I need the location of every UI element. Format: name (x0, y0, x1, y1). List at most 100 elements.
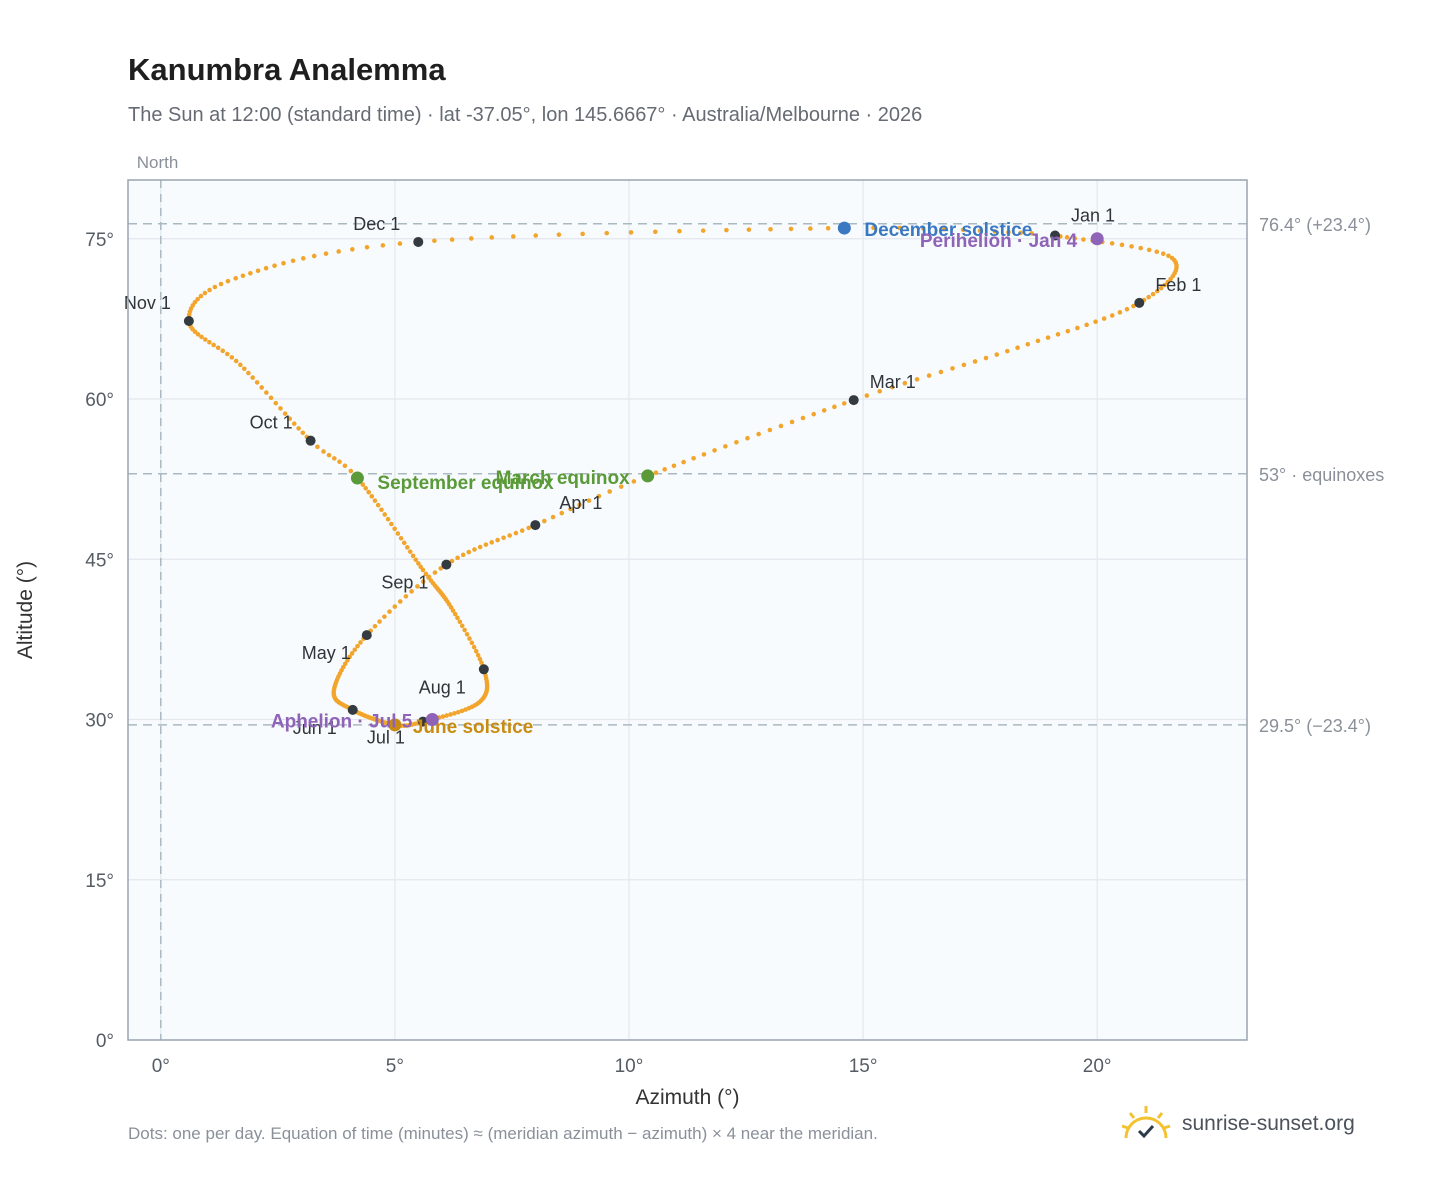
month-marker-jan-1 (1050, 230, 1061, 241)
daily-dot (871, 225, 876, 231)
event-marker-june-solstice (388, 718, 402, 732)
brand[interactable]: sunrise-sunset.org (1120, 1102, 1355, 1146)
daily-dot (471, 644, 477, 650)
daily-dot (238, 362, 243, 368)
daily-dot (387, 609, 392, 614)
daily-dot (1160, 251, 1166, 257)
event-marker-march-equinox (641, 469, 655, 483)
daily-dot (723, 444, 728, 449)
daily-dot (291, 421, 297, 426)
y-axis-label: Altitude (°) (14, 561, 37, 659)
daily-dot (195, 296, 200, 302)
month-marker-feb-1 (1134, 297, 1145, 308)
reference-label: 29.5° (−23.4°) (1259, 716, 1371, 736)
month-label-aug-1: Aug 1 (419, 677, 466, 697)
daily-dot (452, 611, 458, 617)
daily-dot (311, 253, 317, 259)
daily-dot (513, 530, 519, 536)
event-label-perihelion-jan-4: Perihelion · Jan 4 (920, 231, 1078, 252)
daily-dot (397, 599, 403, 604)
daily-dot (401, 540, 407, 546)
daily-dot (366, 489, 372, 495)
x-axis-label: Azimuth (°) (635, 1086, 739, 1109)
sun-check-icon (1121, 1106, 1171, 1139)
daily-dot (455, 555, 460, 561)
daily-dot (475, 652, 481, 658)
daily-dot (1165, 279, 1171, 285)
daily-dot (778, 423, 784, 429)
daily-dot (272, 263, 277, 269)
daily-dot (455, 615, 460, 621)
daily-dot (278, 406, 283, 411)
daily-dot (1035, 338, 1041, 344)
daily-dot (246, 370, 251, 376)
daily-dot (1158, 285, 1164, 291)
daily-dot (413, 557, 419, 563)
daily-dot (420, 579, 426, 584)
daily-dot (195, 332, 201, 337)
daily-dot (467, 636, 472, 641)
daily-dot (315, 444, 320, 450)
daily-dot (734, 440, 739, 445)
daily-dot (337, 459, 342, 465)
daily-dot (347, 654, 352, 660)
daily-dot (380, 243, 386, 248)
daily-dot (1015, 345, 1020, 351)
daily-dot (477, 544, 483, 550)
daily-dot (220, 348, 226, 354)
month-marker-aug-1 (478, 664, 489, 675)
y-tick-label: 0° (96, 1031, 114, 1052)
daily-dot (542, 518, 547, 524)
daily-dot (385, 516, 391, 522)
daily-dot (501, 535, 506, 541)
daily-dot (1081, 237, 1086, 242)
daily-dot (212, 284, 218, 290)
month-marker-jun-1 (347, 704, 358, 715)
daily-dot (808, 226, 813, 231)
daily-dot (938, 369, 944, 375)
daily-dot (207, 339, 212, 345)
daily-dot (403, 594, 409, 599)
daily-dot (457, 619, 463, 625)
daily-dot (215, 345, 221, 351)
daily-dot (415, 584, 420, 589)
month-marker-jul-1 (417, 716, 428, 727)
daily-dot (1004, 348, 1010, 354)
y-tick-label: 15° (85, 871, 114, 892)
daily-dot (701, 452, 707, 457)
daily-dot (364, 244, 370, 250)
daily-dot (681, 459, 686, 465)
daily-dot (372, 623, 378, 629)
daily-dot (577, 502, 582, 508)
daily-dot (477, 656, 483, 662)
daily-dot (263, 265, 269, 271)
daily-dot (877, 388, 883, 394)
daily-dot (423, 571, 429, 577)
daily-dot (342, 661, 348, 667)
daily-dot (977, 228, 983, 233)
daily-dot (248, 270, 253, 276)
daily-dot (1006, 229, 1011, 235)
daily-dot (379, 507, 384, 513)
daily-dot (1124, 306, 1130, 312)
daily-dot (510, 234, 516, 239)
month-label-sep-1: Sep 1 (381, 573, 428, 593)
daily-dot (202, 337, 208, 342)
daily-dot (395, 531, 401, 536)
daily-dot (768, 226, 773, 232)
daily-dot (825, 226, 831, 231)
daily-dot (240, 273, 246, 279)
daily-dot (1146, 294, 1151, 300)
daily-dot (756, 431, 761, 437)
daily-dot (920, 226, 926, 231)
daily-dot (767, 427, 773, 433)
event-label-december-solstice: December solstice (864, 220, 1032, 241)
daily-dot (1045, 335, 1051, 340)
daily-dot (404, 545, 410, 550)
daily-dot (495, 537, 500, 543)
daily-dot (628, 230, 634, 235)
daily-dot (472, 547, 477, 552)
daily-dot (479, 660, 484, 666)
plot-frame (127, 179, 1248, 1041)
y-tick-label: 30° (85, 711, 114, 732)
